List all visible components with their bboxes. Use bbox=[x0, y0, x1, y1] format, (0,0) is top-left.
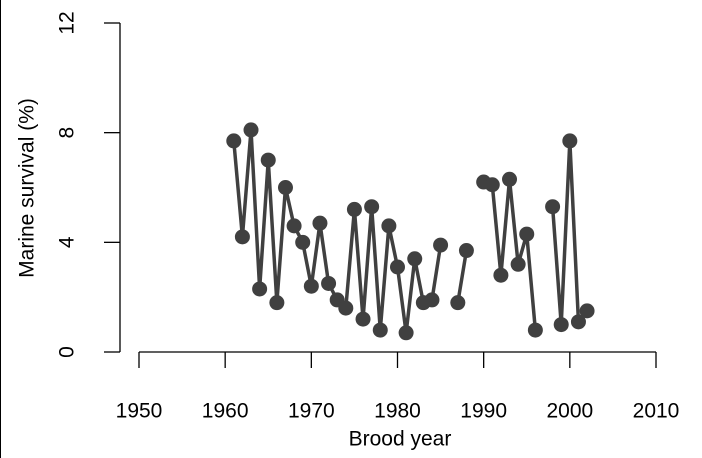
point bbox=[579, 303, 595, 319]
y-tick-label: 8 bbox=[56, 127, 79, 139]
point bbox=[252, 281, 268, 297]
point bbox=[493, 267, 509, 283]
point bbox=[527, 322, 543, 338]
point bbox=[562, 133, 578, 149]
point bbox=[234, 229, 250, 245]
point bbox=[407, 251, 423, 267]
series-line bbox=[232, 128, 589, 335]
y-axis-title: Marine survival (%) bbox=[16, 98, 39, 278]
point bbox=[553, 317, 569, 333]
x-tick-label: 2000 bbox=[546, 400, 593, 423]
point bbox=[519, 226, 535, 242]
x-tick-label: 1980 bbox=[374, 400, 421, 423]
point bbox=[346, 201, 362, 217]
point bbox=[295, 234, 311, 250]
point bbox=[458, 243, 474, 259]
point bbox=[510, 256, 526, 272]
y-tick-label: 4 bbox=[56, 236, 79, 248]
point bbox=[303, 278, 319, 294]
x-tick-label: 1950 bbox=[116, 400, 163, 423]
x-tick-label: 1970 bbox=[288, 400, 335, 423]
point bbox=[269, 295, 285, 311]
point bbox=[364, 199, 380, 215]
point bbox=[321, 275, 337, 291]
point bbox=[338, 300, 354, 316]
point bbox=[390, 259, 405, 275]
point bbox=[286, 218, 302, 234]
y-tick-label: 0 bbox=[56, 346, 79, 358]
point bbox=[424, 292, 440, 308]
point bbox=[312, 215, 328, 231]
point bbox=[545, 199, 561, 215]
point bbox=[398, 325, 414, 341]
x-axis-title: Brood year bbox=[349, 428, 452, 451]
point bbox=[372, 322, 388, 338]
point bbox=[484, 177, 500, 193]
point bbox=[433, 237, 449, 253]
point bbox=[355, 311, 371, 327]
point bbox=[226, 133, 242, 149]
point bbox=[277, 180, 293, 195]
point bbox=[450, 295, 466, 311]
point bbox=[260, 152, 276, 168]
point bbox=[502, 171, 518, 187]
point bbox=[570, 314, 586, 330]
point bbox=[243, 122, 259, 138]
x-tick-label: 1990 bbox=[460, 400, 507, 423]
x-tick-label: 2010 bbox=[633, 400, 680, 423]
y-tick-label: 12 bbox=[56, 11, 79, 34]
x-tick-label: 1960 bbox=[202, 400, 249, 423]
point bbox=[381, 218, 397, 234]
